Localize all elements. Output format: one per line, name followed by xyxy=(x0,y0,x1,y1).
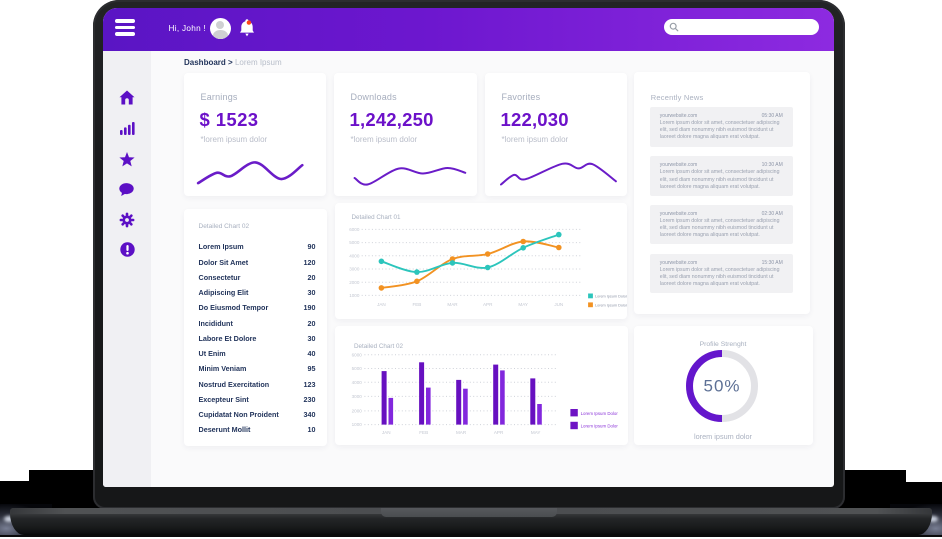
svg-text:3000: 3000 xyxy=(349,266,360,271)
svg-text:1000: 1000 xyxy=(349,292,360,297)
svg-text:APR: APR xyxy=(493,429,503,434)
svg-text:2000: 2000 xyxy=(351,408,362,413)
svg-text:JAN: JAN xyxy=(381,429,390,434)
svg-text:4000: 4000 xyxy=(349,253,360,258)
svg-text:4000: 4000 xyxy=(351,379,362,384)
svg-text:Lorem Ipsum Dolor: Lorem Ipsum Dolor xyxy=(580,423,618,428)
svg-text:MAR: MAR xyxy=(456,429,467,434)
svg-text:1000: 1000 xyxy=(351,422,362,427)
svg-text:Lorem Ipsum Dolor: Lorem Ipsum Dolor xyxy=(580,410,618,415)
svg-text:MAY: MAY xyxy=(530,429,540,434)
svg-text:JAN: JAN xyxy=(377,301,386,306)
svg-text:MAR: MAR xyxy=(447,301,458,306)
svg-text:Lorem Ipsum Dolor: Lorem Ipsum Dolor xyxy=(594,294,627,298)
svg-text:Lorem Ipsum Dolor: Lorem Ipsum Dolor xyxy=(594,303,627,307)
svg-text:6000: 6000 xyxy=(349,227,360,232)
svg-text:5000: 5000 xyxy=(351,366,362,371)
svg-text:FEB: FEB xyxy=(419,429,428,434)
svg-text:50%: 50% xyxy=(703,377,740,396)
svg-text:2000: 2000 xyxy=(349,279,360,284)
svg-text:6000: 6000 xyxy=(351,352,362,357)
svg-text:3000: 3000 xyxy=(351,394,362,399)
svg-text:5000: 5000 xyxy=(349,240,360,245)
svg-text:MAY: MAY xyxy=(518,301,528,306)
svg-text:APR: APR xyxy=(482,301,492,306)
svg-text:FEB: FEB xyxy=(412,301,421,306)
svg-text:JUN: JUN xyxy=(554,301,563,306)
